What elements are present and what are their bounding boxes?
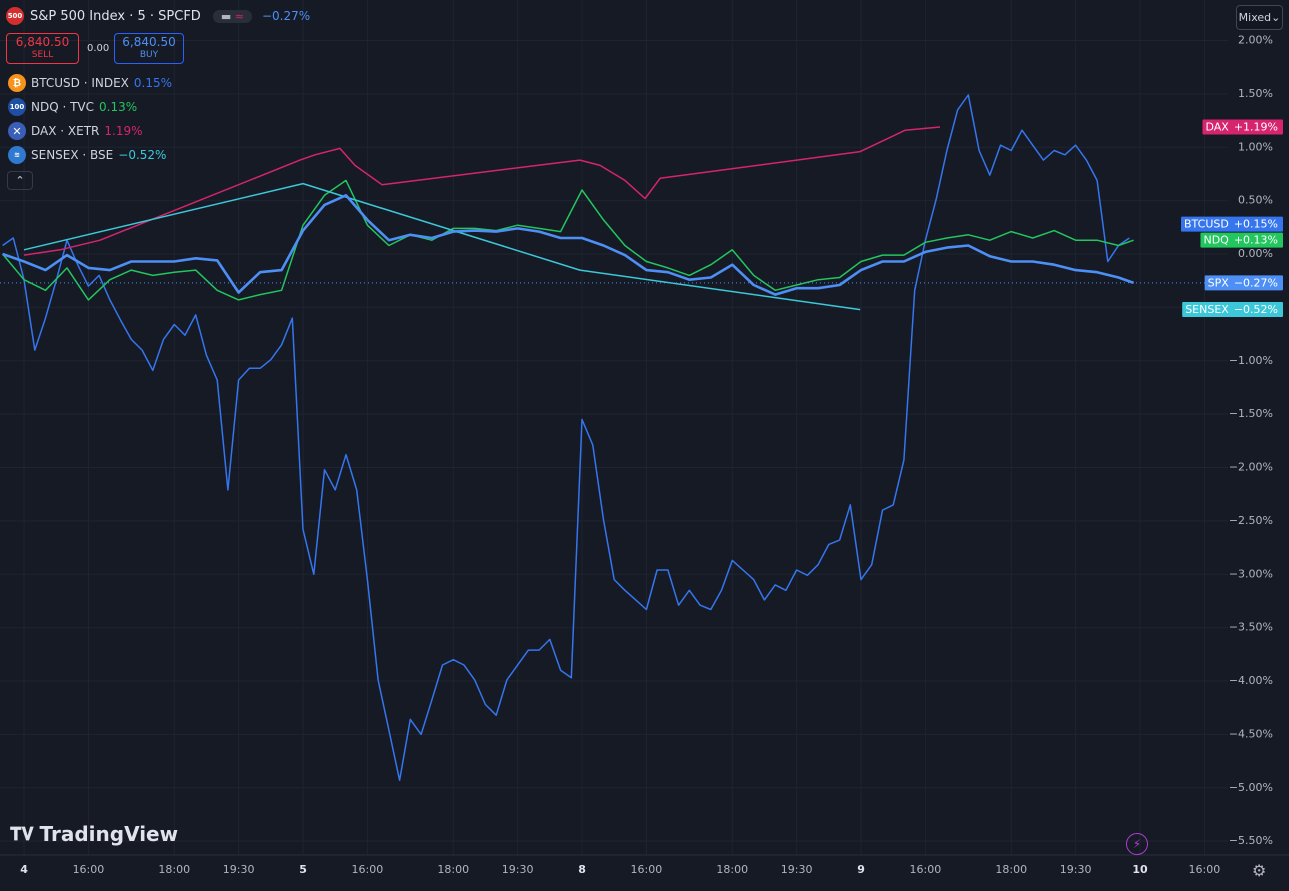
legend-icon: 100 bbox=[8, 98, 26, 116]
y-tick-label: −2.50% bbox=[1229, 514, 1273, 527]
x-tick-label: 16:00 bbox=[910, 863, 942, 876]
settings-icon[interactable]: ⚙ bbox=[1252, 861, 1267, 880]
y-tick-label: −1.00% bbox=[1229, 354, 1273, 367]
x-tick-label: 5 bbox=[299, 863, 307, 876]
y-tick-label: −5.50% bbox=[1229, 834, 1273, 847]
legend-change: 1.19% bbox=[104, 124, 143, 138]
sell-button[interactable]: 6,840.50 SELL bbox=[6, 33, 79, 64]
price-tag-value: +0.15% bbox=[1234, 218, 1278, 231]
sell-label: SELL bbox=[31, 50, 54, 60]
legend-symbol: NDQ · TVC bbox=[31, 100, 95, 114]
price-tag-name: DAX bbox=[1205, 121, 1229, 134]
legend-row[interactable]: ≋ SENSEX · BSE −0.52% bbox=[8, 146, 166, 164]
x-tick-label: 16:00 bbox=[73, 863, 105, 876]
y-tick-label: −1.50% bbox=[1229, 407, 1273, 420]
legend-symbol: BTCUSD · INDEX bbox=[31, 76, 129, 90]
price-tag-value: +1.19% bbox=[1234, 121, 1278, 134]
legend-symbol: SENSEX · BSE bbox=[31, 148, 114, 162]
price-tag-name: BTCUSD bbox=[1184, 218, 1229, 231]
symbol-title[interactable]: S&P 500 Index · 5 · SPCFD bbox=[30, 8, 201, 24]
collapse-button[interactable]: ⌃ bbox=[7, 171, 33, 190]
x-tick-label: 18:00 bbox=[437, 863, 469, 876]
x-tick-label: 16:00 bbox=[631, 863, 663, 876]
price-tag-box bbox=[1181, 216, 1283, 232]
legend-change: 0.15% bbox=[133, 76, 173, 90]
legend-icon: ✕ bbox=[8, 122, 26, 140]
y-tick-label: 1.50% bbox=[1238, 87, 1273, 100]
y-tick-label: −5.00% bbox=[1229, 781, 1273, 794]
header: 500 S&P 500 Index · 5 · SPCFD ▬ ≈ −0.27% bbox=[6, 7, 310, 25]
y-tick-label: 0.50% bbox=[1238, 194, 1273, 207]
y-tick-label: −4.50% bbox=[1229, 727, 1273, 740]
status-pill[interactable]: ▬ ≈ bbox=[212, 9, 252, 23]
alert-icon[interactable]: ⚡ bbox=[1126, 833, 1148, 855]
price-tag-value: −0.52% bbox=[1234, 303, 1278, 316]
x-tick-label: 19:30 bbox=[781, 863, 813, 876]
y-tick-label: −4.00% bbox=[1229, 674, 1273, 687]
x-tick-label: 18:00 bbox=[716, 863, 748, 876]
price-tag-name: NDQ bbox=[1203, 234, 1229, 247]
mode-button[interactable]: Mixed⌄ bbox=[1236, 5, 1283, 30]
spread: 0.00 bbox=[87, 43, 110, 54]
legend-row[interactable]: ₿ BTCUSD · INDEX 0.15% bbox=[8, 74, 172, 92]
brand-mark: 𝐓𝐕 bbox=[10, 823, 34, 845]
series-line bbox=[2, 179, 1134, 301]
price-tag-box bbox=[1202, 119, 1283, 135]
mode-label: Mixed bbox=[1238, 11, 1272, 24]
y-tick-label: 1.00% bbox=[1238, 140, 1273, 153]
x-tick-label: 19:30 bbox=[223, 863, 255, 876]
x-tick-label: 19:30 bbox=[502, 863, 534, 876]
x-tick-label: 16:00 bbox=[1189, 863, 1221, 876]
x-tick-label: 8 bbox=[578, 863, 586, 876]
legend-icon: ₿ bbox=[8, 74, 26, 92]
y-tick-label: −3.50% bbox=[1229, 621, 1273, 634]
legend-change: −0.52% bbox=[118, 148, 167, 162]
buy-price: 6,840.50 bbox=[122, 35, 176, 49]
buy-label: BUY bbox=[139, 50, 159, 60]
price-tag-value: +0.13% bbox=[1234, 234, 1278, 247]
brand-name: TradingView bbox=[39, 822, 179, 846]
symbol-change: −0.27% bbox=[261, 9, 311, 23]
price-tag-box bbox=[1204, 275, 1283, 291]
price-tag-name: SPX bbox=[1208, 276, 1230, 289]
price-tag-box bbox=[1182, 302, 1283, 318]
brand-logo[interactable]: 𝐓𝐕 TradingView bbox=[10, 822, 178, 846]
sell-price: 6,840.50 bbox=[15, 35, 70, 49]
series-line bbox=[2, 194, 1135, 296]
series-line bbox=[2, 94, 1130, 782]
price-tag-box bbox=[1200, 232, 1283, 248]
price-tag-name: SENSEX bbox=[1185, 303, 1229, 316]
buy-button[interactable]: 6,840.50 BUY bbox=[114, 33, 184, 64]
legend-symbol: DAX · XETR bbox=[31, 124, 100, 138]
x-tick-label: 19:30 bbox=[1060, 863, 1092, 876]
y-tick-label: −0.50% bbox=[1229, 300, 1273, 313]
x-tick-label: 18:00 bbox=[995, 863, 1027, 876]
x-tick-label: 16:00 bbox=[352, 863, 384, 876]
symbol-icon: 500 bbox=[6, 7, 24, 25]
series-line bbox=[23, 182, 861, 311]
y-tick-label: 2.00% bbox=[1238, 34, 1273, 47]
x-tick-label: 9 bbox=[857, 863, 865, 876]
y-tick-label: −2.00% bbox=[1229, 461, 1273, 474]
price-tag-value: −0.27% bbox=[1234, 276, 1278, 289]
y-tick-label: 0.00% bbox=[1238, 247, 1273, 260]
x-tick-label: 18:00 bbox=[158, 863, 190, 876]
legend-row[interactable]: ✕ DAX · XETR 1.19% bbox=[8, 122, 143, 140]
legend-change: 0.13% bbox=[99, 100, 138, 114]
x-tick-label: 4 bbox=[20, 863, 28, 876]
x-tick-label: 10 bbox=[1132, 863, 1148, 876]
legend-icon: ≋ bbox=[8, 146, 26, 164]
legend-row[interactable]: 100 NDQ · TVC 0.13% bbox=[8, 98, 137, 116]
y-tick-label: −3.00% bbox=[1229, 567, 1273, 580]
